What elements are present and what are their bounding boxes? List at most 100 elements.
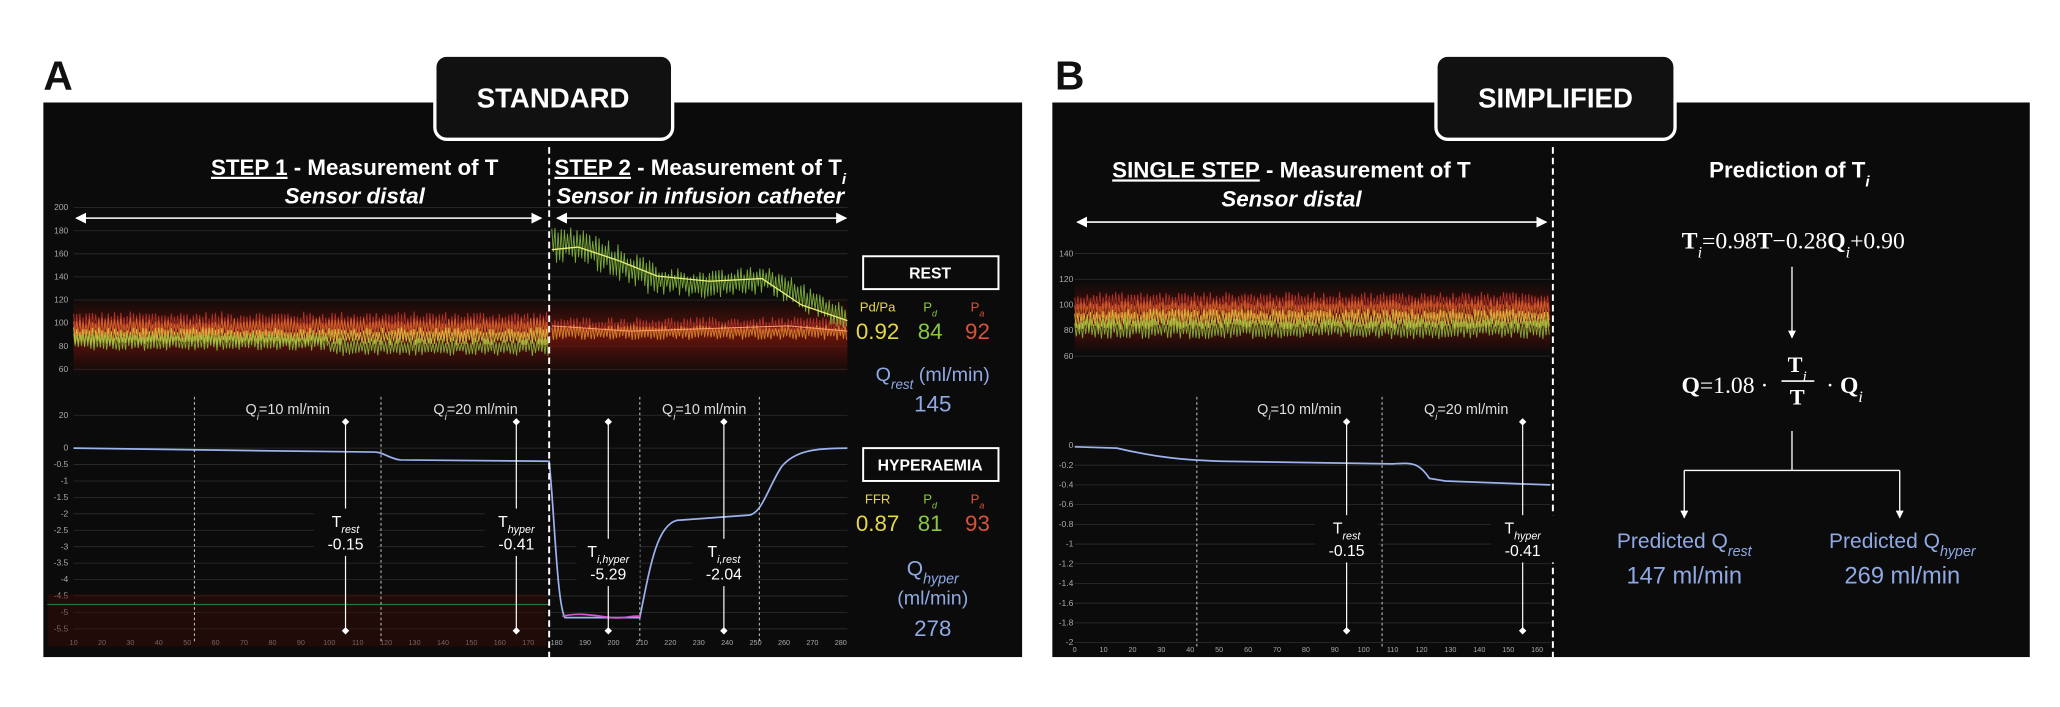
panel-label: A (43, 52, 72, 98)
step-subtitle-part: Sensor in infusion catheter (556, 184, 845, 209)
y-tick-label: -4.5 (54, 591, 69, 601)
formula-denominator: T (1790, 385, 1805, 410)
readout-label-part: d (932, 308, 938, 318)
marker-symbol-part: rest (341, 524, 360, 536)
x-tick-label: 90 (297, 638, 305, 647)
y-tick-label-part: 80 (59, 341, 69, 351)
y-tick-label-part: 120 (1059, 274, 1073, 284)
y-tick-label-part: -0.2 (1059, 460, 1074, 470)
readout-box (862, 255, 1000, 291)
flow-label: Qi=10 ml/min (1257, 402, 1341, 423)
readout-value-part: 93 (965, 511, 990, 536)
y-tick-label: 140 (54, 272, 68, 282)
y-tick-label: -2 (61, 508, 69, 518)
x-tick-label-part: 140 (437, 638, 449, 647)
y-tick-label: -4 (61, 574, 69, 584)
flow-label-part: i (445, 411, 448, 422)
step-subtitle: Sensor distal (1221, 186, 1362, 211)
marker-label-bg (313, 508, 378, 556)
marker-end (512, 627, 521, 635)
x-tick-label: 150 (1502, 645, 1514, 654)
marker-label-bg (484, 508, 548, 556)
x-tick-label-part: 100 (323, 638, 335, 647)
prediction-label-part: Predicted Q (1617, 530, 1728, 553)
prediction-title-part: Prediction of T (1709, 157, 1866, 182)
x-tick-label: 190 (579, 638, 591, 647)
y-tick-label: -0.2 (1059, 460, 1074, 470)
marker-end (1518, 418, 1527, 426)
x-tick-label: 160 (494, 638, 506, 647)
y-tick-label: -1.4 (1059, 578, 1074, 588)
flow-value: 145 (914, 391, 951, 416)
formula-part: Q (1840, 373, 1858, 399)
flow-label-part: Q (1257, 402, 1268, 418)
step-heading-part: - Measurement of T (288, 155, 499, 180)
flow-label: Qi=20 ml/min (1424, 402, 1508, 423)
readout-label-part: Pd/Pa (860, 299, 896, 314)
y-tick-label-part: 140 (54, 272, 68, 282)
y-tick-label: 140 (1059, 248, 1073, 258)
panel-label: B (1055, 52, 1084, 98)
x-tick-label: 180 (551, 638, 563, 647)
x-tick-label: 100 (1358, 645, 1370, 654)
marker-label-bg (1315, 515, 1379, 563)
y-tick-label: 100 (54, 318, 68, 328)
y-tick-label: 200 (54, 202, 68, 212)
x-tick-label-part: 10 (1100, 645, 1108, 654)
marker-symbol-part: T (707, 544, 717, 561)
x-tick-label: 70 (240, 638, 248, 647)
y-tick-label-part: -1 (61, 476, 69, 486)
x-tick-label: 280 (835, 638, 847, 647)
readout-title: HYPERAEMIA (878, 457, 983, 474)
y-tick-label-part: -3 (61, 541, 69, 551)
baseline-band (47, 593, 547, 647)
prediction-label-part: rest (1728, 544, 1753, 560)
y-tick-label-part: 160 (54, 248, 68, 258)
readout-value-part: 0.92 (856, 319, 899, 344)
temperature-trace (1074, 445, 1551, 486)
step-subtitle: Sensor distal (285, 184, 426, 209)
y-tick-label-part: 100 (1059, 300, 1073, 310)
flow-label-part: =10 ml/min (675, 402, 746, 418)
step-subtitle: Sensor in infusion catheter (556, 184, 845, 209)
y-tick-label-part: -4.5 (54, 591, 69, 601)
y-tick-label: -3.5 (54, 558, 69, 568)
flow-label-part: Q (662, 402, 673, 418)
y-tick-label-part: -2.5 (54, 525, 69, 535)
marker-symbol-part: hyper (508, 524, 535, 536)
y-tick-label-part: 80 (1064, 325, 1074, 335)
x-tick-label-part: 160 (494, 638, 506, 647)
flow-value: 278 (914, 616, 951, 641)
marker-label-bg (692, 538, 756, 587)
y-tick-label: 80 (1064, 325, 1074, 335)
x-tick-label: 130 (1444, 645, 1456, 654)
pressure-trace (1074, 317, 1550, 340)
flow-label: Qi=10 ml/min (246, 402, 330, 423)
marker-value: -5.29 (590, 567, 626, 584)
pressure-trace (551, 227, 848, 328)
marker-value: -0.15 (328, 536, 364, 553)
panel-label-part: B (1055, 52, 1084, 98)
x-tick-label: 120 (380, 638, 392, 647)
marker-value-part: -0.41 (498, 536, 534, 553)
flow-label-part: Q (433, 402, 444, 418)
step-heading-part: i (842, 170, 847, 187)
readout-value-part: 81 (918, 511, 943, 536)
formula-numerator-part: T (1788, 352, 1803, 377)
x-tick-label-part: 220 (664, 638, 676, 647)
x-tick-label-part: 40 (1186, 645, 1194, 654)
step-heading-part: SINGLE STEP (1112, 157, 1260, 182)
x-tick-label: 140 (437, 638, 449, 647)
marker-symbol-part: hyper (1514, 531, 1541, 543)
marker-value-part: -0.15 (1329, 543, 1365, 560)
x-tick-label: 130 (409, 638, 421, 647)
prediction-value-part: 269 ml/min (1845, 563, 1961, 589)
marker-symbol: Trest (332, 514, 361, 536)
marker-symbol-part: T (498, 514, 508, 531)
marker-symbol-part: T (1504, 521, 1514, 538)
marker-end (341, 418, 350, 426)
flow-unit-part: (ml/min) (897, 587, 968, 609)
readout-label-part: FFR (865, 491, 891, 506)
x-tick-label-part: 110 (1387, 645, 1399, 654)
step-heading: STEP 2 - Measurement of Ti (554, 155, 846, 188)
